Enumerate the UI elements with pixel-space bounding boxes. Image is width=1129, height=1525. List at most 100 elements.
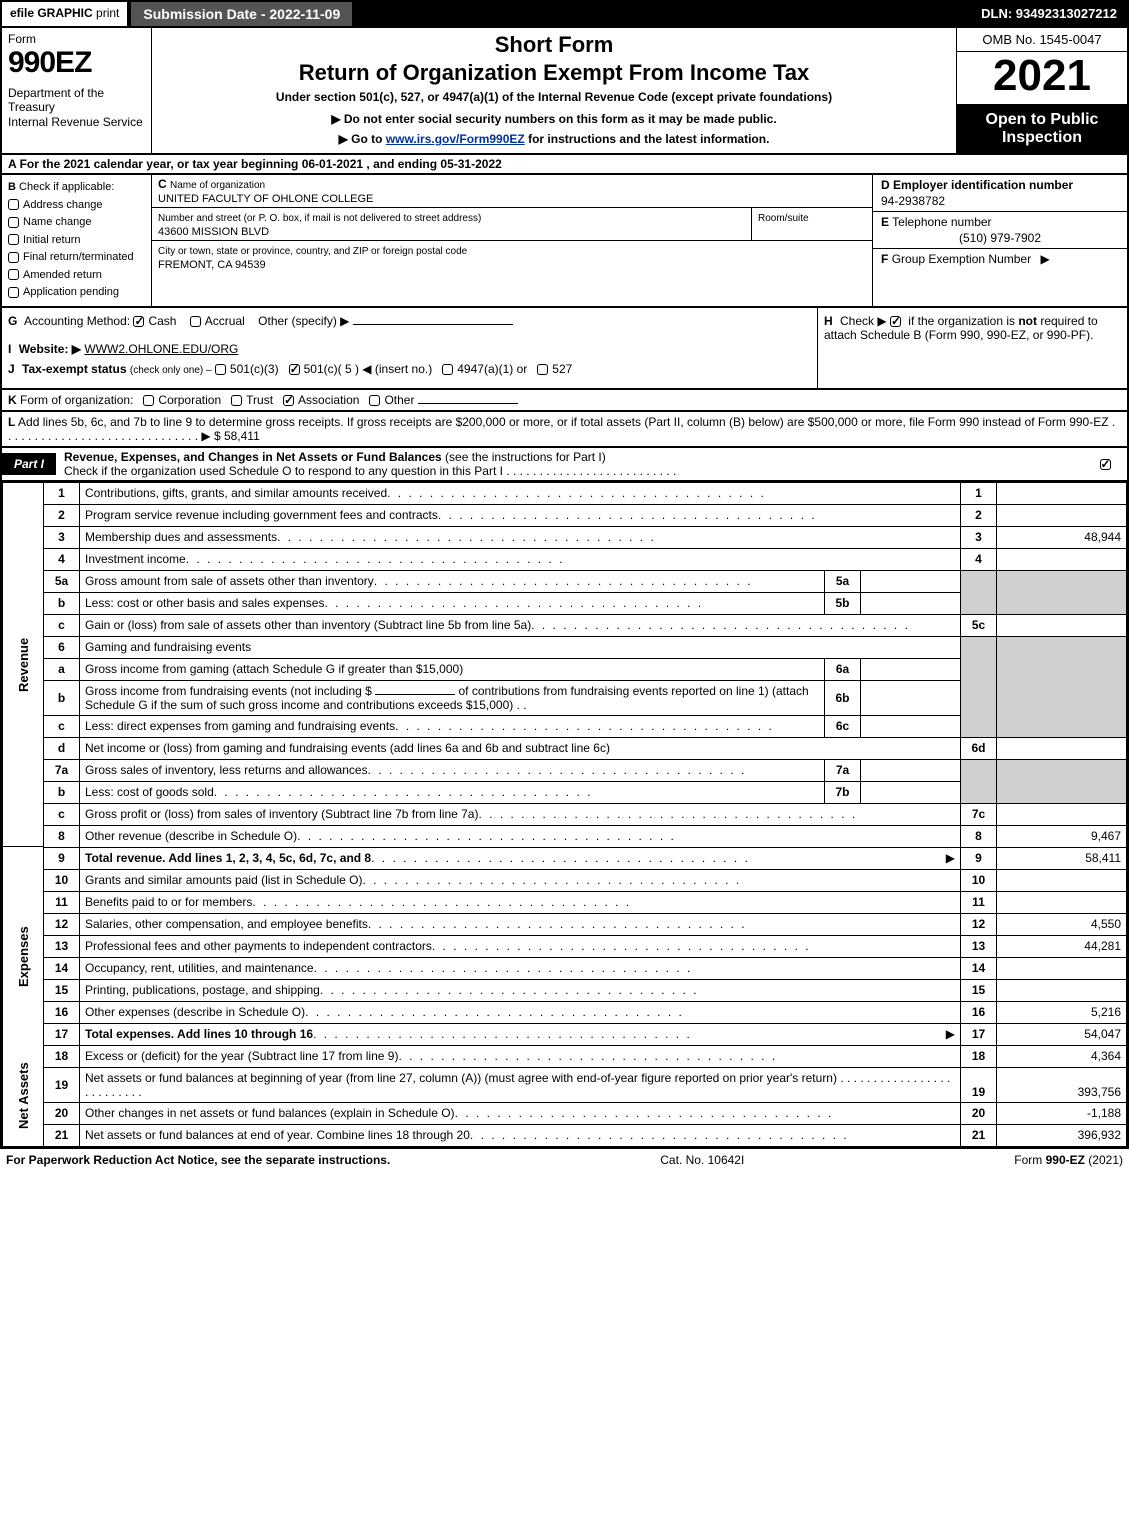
input-5b[interactable] — [861, 592, 961, 614]
line-19: 19 Net assets or fund balances at beginn… — [3, 1067, 1127, 1102]
input-7b[interactable] — [861, 781, 961, 803]
I-value: WWW2.OHLONE.EDU/ORG — [84, 342, 238, 356]
title-short-form: Short Form — [160, 32, 948, 58]
line-15: 15 Printing, publications, postage, and … — [3, 979, 1127, 1001]
efile-print[interactable]: efile GRAPHIC print — [2, 2, 131, 26]
line-17: 17 Total expenses. Add lines 10 through … — [3, 1023, 1127, 1045]
omb-number: OMB No. 1545-0047 — [957, 28, 1127, 52]
subtitle-section: Under section 501(c), 527, or 4947(a)(1)… — [160, 90, 948, 104]
print-label: print — [96, 6, 119, 20]
input-7a[interactable] — [861, 759, 961, 781]
checkbox-icon — [8, 234, 19, 245]
line-6a: a Gross income from gaming (attach Sched… — [3, 658, 1127, 680]
line-3: 3 Membership dues and assessments 3 48,9… — [3, 526, 1127, 548]
E-value: (510) 979-7902 — [881, 231, 1119, 245]
irs-link[interactable]: www.irs.gov/Form990EZ — [386, 132, 525, 146]
line-12: 12 Salaries, other compensation, and emp… — [3, 913, 1127, 935]
tax-year: 2021 — [957, 52, 1127, 105]
cb-501c[interactable] — [289, 364, 300, 375]
C-name-row: C Name of organization UNITED FACULTY OF… — [152, 175, 872, 208]
line-13: 13 Professional fees and other payments … — [3, 935, 1127, 957]
C-name-value: UNITED FACULTY OF OHLONE COLLEGE — [158, 193, 373, 205]
cb-address-change[interactable]: Address change — [8, 197, 145, 214]
col-C: C Name of organization UNITED FACULTY OF… — [152, 175, 872, 306]
header-left: Form 990EZ Department of the Treasury In… — [2, 28, 152, 153]
J-note: (check only one) – — [130, 365, 212, 376]
cb-corp[interactable] — [143, 395, 154, 406]
D-label: Employer identification number — [893, 178, 1073, 192]
checkbox-icon — [8, 287, 19, 298]
C-street: Number and street (or P. O. box, if mail… — [152, 208, 752, 240]
letter-G: G — [8, 314, 17, 328]
line-21: 21 Net assets or fund balances at end of… — [3, 1124, 1127, 1146]
part-I-checkline: Check if the organization used Schedule … — [64, 464, 503, 478]
block-GHIJ: G Accounting Method: Cash Accrual Other … — [0, 308, 1129, 390]
J-label: Tax-exempt status — [22, 362, 126, 376]
checkbox-icon — [8, 269, 19, 280]
cb-name-change[interactable]: Name change — [8, 214, 145, 231]
K-other-blank[interactable] — [418, 403, 518, 404]
H-not: not — [1018, 314, 1037, 328]
G-other-blank[interactable] — [353, 324, 513, 325]
col-B: B Check if applicable: Address change Na… — [2, 175, 152, 306]
row-I: I Website: ▶ WWW2.OHLONE.EDU/ORG — [8, 342, 811, 356]
cb-amended-return[interactable]: Amended return — [8, 267, 145, 284]
row-J: J Tax-exempt status (check only one) – 5… — [8, 362, 811, 376]
row-G: G Accounting Method: Cash Accrual Other … — [8, 314, 811, 328]
input-6a[interactable] — [861, 658, 961, 680]
lines-table: Revenue 1 Contributions, gifts, grants, … — [2, 482, 1127, 1147]
cb-527[interactable] — [537, 364, 548, 375]
B-header: Check if applicable: — [19, 181, 114, 193]
dept-treasury: Department of the Treasury Internal Reve… — [8, 86, 145, 129]
block-BCDEF: B Check if applicable: Address change Na… — [0, 175, 1129, 308]
cb-accrual[interactable] — [190, 316, 201, 327]
dln: DLN: 93492313027212 — [971, 2, 1127, 26]
line-20: 20 Other changes in net assets or fund b… — [3, 1102, 1127, 1124]
row-L: L Add lines 5b, 6c, and 7b to line 9 to … — [0, 412, 1129, 448]
checkbox-icon — [8, 199, 19, 210]
input-6c[interactable] — [861, 715, 961, 737]
submission-date-button[interactable]: Submission Date - 2022-11-09 — [131, 2, 352, 26]
letter-H: H — [824, 314, 833, 328]
G-label: Accounting Method: — [24, 314, 130, 328]
F-arrow: ▶ — [1040, 252, 1049, 266]
input-6b[interactable] — [861, 680, 961, 715]
cb-501c3[interactable] — [215, 364, 226, 375]
letter-I: I — [8, 342, 11, 356]
C-name-label: Name of organization — [170, 180, 265, 191]
checkbox-icon — [8, 217, 19, 228]
letter-E: E — [881, 215, 889, 229]
input-5a[interactable] — [861, 570, 961, 592]
line-10: Expenses 10 Grants and similar amounts p… — [3, 869, 1127, 891]
cb-H[interactable] — [890, 316, 901, 327]
part-I-title: Revenue, Expenses, and Changes in Net As… — [56, 448, 1087, 480]
input-6b-amount[interactable] — [375, 694, 455, 695]
side-expenses: Expenses — [3, 869, 44, 1045]
cb-assoc[interactable] — [283, 395, 294, 406]
E-label: Telephone number — [892, 215, 991, 229]
topbar: efile GRAPHIC print Submission Date - 20… — [0, 0, 1129, 28]
subtitle-goto: ▶ Go to www.irs.gov/Form990EZ for instru… — [160, 132, 948, 146]
cb-cash[interactable] — [133, 316, 144, 327]
L-amount: $ 58,411 — [214, 429, 260, 443]
line-1: Revenue 1 Contributions, gifts, grants, … — [3, 482, 1127, 504]
row-H: H Check ▶ if the organization is not req… — [817, 308, 1127, 388]
cb-application-pending[interactable]: Application pending — [8, 284, 145, 301]
efile-label: efile GRAPHIC — [10, 6, 93, 20]
letter-C: C — [158, 177, 167, 191]
C-city-value: FREMONT, CA 94539 — [158, 259, 266, 271]
cb-trust[interactable] — [231, 395, 242, 406]
cb-other[interactable] — [369, 395, 380, 406]
line-7a: 7a Gross sales of inventory, less return… — [3, 759, 1127, 781]
cb-final-return[interactable]: Final return/terminated — [8, 249, 145, 266]
cb-partI-scheduleO[interactable] — [1100, 459, 1111, 470]
cb-4947[interactable] — [442, 364, 453, 375]
D-value: 94-2938782 — [881, 194, 1119, 208]
side-netassets: Net Assets — [3, 1045, 44, 1146]
C-city-label: City or town, state or province, country… — [158, 246, 467, 257]
cb-initial-return[interactable]: Initial return — [8, 232, 145, 249]
H-text2: if the organization is — [908, 314, 1018, 328]
line-7b: b Less: cost of goods sold 7b — [3, 781, 1127, 803]
G-other: Other (specify) ▶ — [258, 314, 349, 328]
line-5b: b Less: cost or other basis and sales ex… — [3, 592, 1127, 614]
